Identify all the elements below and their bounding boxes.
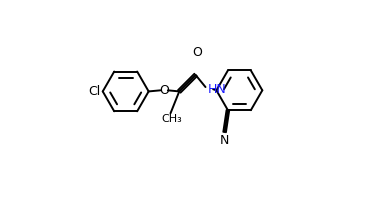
Text: HN: HN [208, 83, 226, 96]
Text: O: O [159, 84, 169, 97]
Text: Cl: Cl [88, 85, 100, 98]
Text: N: N [220, 134, 229, 147]
Text: CH₃: CH₃ [161, 114, 182, 124]
Text: O: O [192, 46, 202, 59]
